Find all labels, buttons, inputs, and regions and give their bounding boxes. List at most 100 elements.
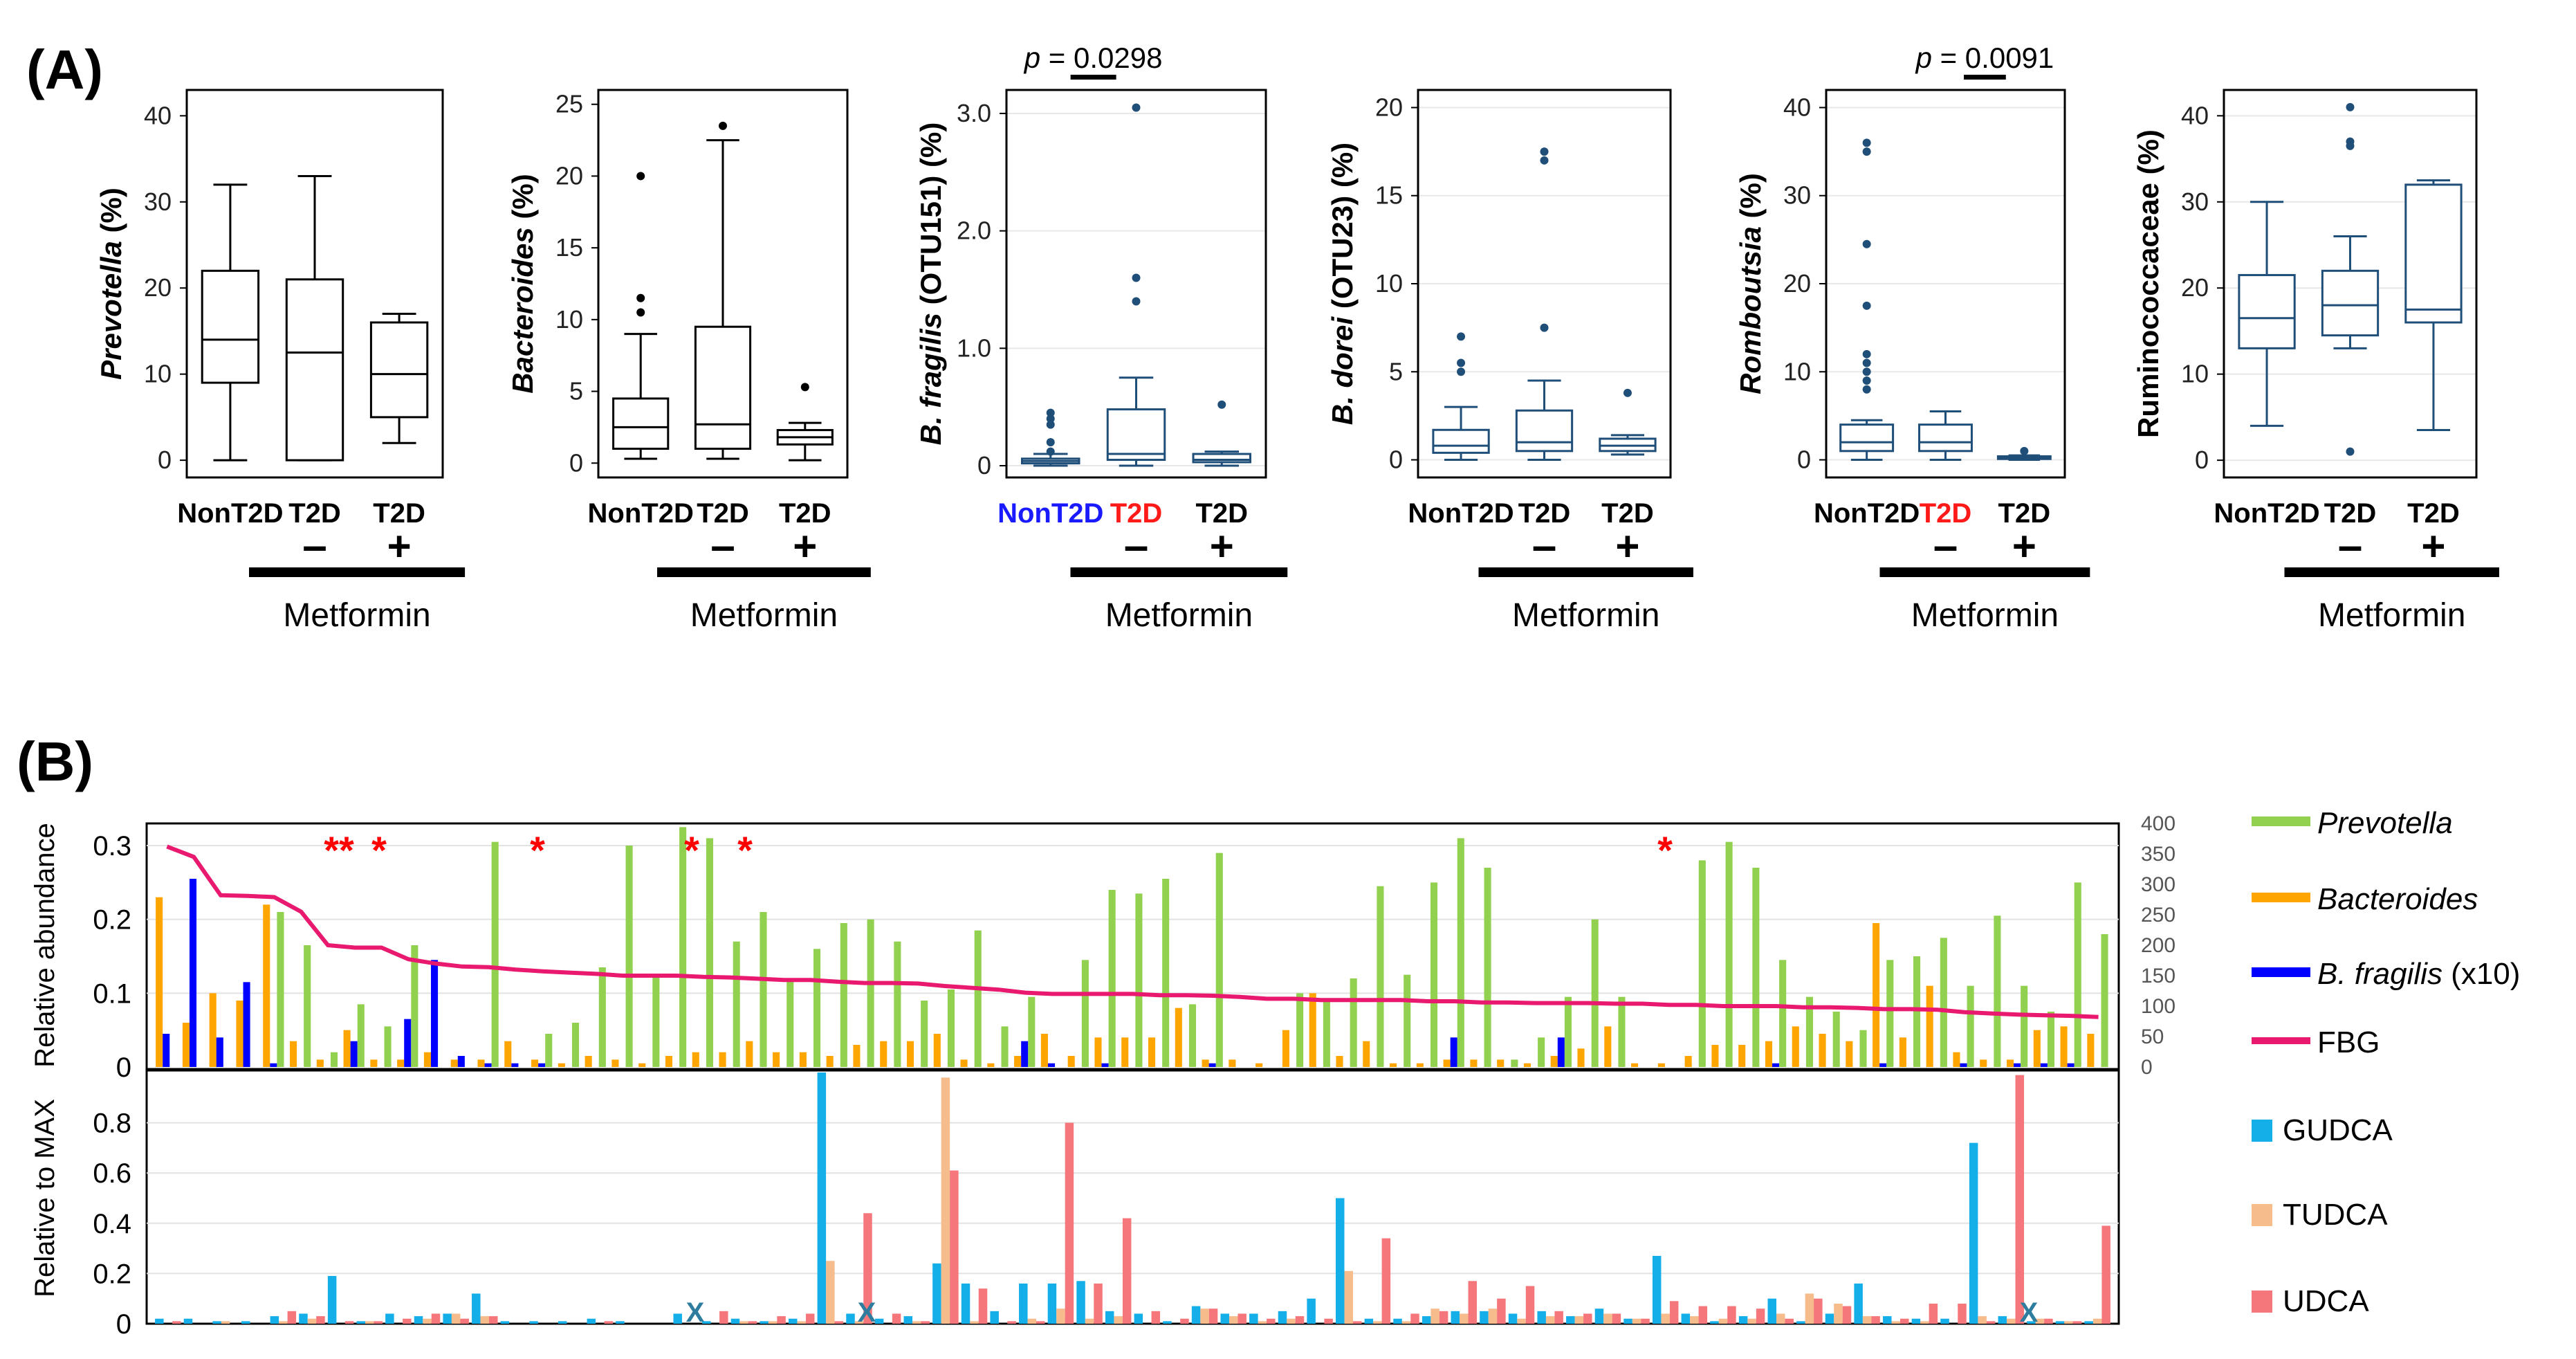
boxplot-bfragilis: 3.0 2.0 1.0 0 B. fragilis (OTU151) (%) NonT2D… <box>914 42 1288 634</box>
panel-b-label: (B) <box>17 731 93 792</box>
bar-b-fragilis-x- <box>457 1056 465 1067</box>
bar-b-fragilis-x- <box>1021 1041 1029 1067</box>
bar-tudca <box>307 1318 317 1324</box>
bar-prevotella <box>1967 985 1974 1067</box>
y-tick-label: 40 <box>144 101 172 129</box>
bar-udca <box>1036 1321 1045 1324</box>
bar-bacteroides <box>853 1045 861 1067</box>
bar-udca <box>1583 1313 1592 1324</box>
bar-prevotella <box>625 846 633 1067</box>
y-tick-label: 20 <box>555 161 583 190</box>
bar-udca <box>805 1313 815 1324</box>
bar-tudca <box>1805 1293 1814 1324</box>
bar-tudca <box>279 1321 288 1324</box>
legend-label-gudca: GUDCA <box>2283 1113 2393 1147</box>
metformin-bar <box>1879 567 2090 577</box>
y-tick-label: 3.0 <box>957 99 991 127</box>
significance-bar <box>1070 75 1116 80</box>
bar-udca <box>431 1313 441 1324</box>
y-tick-label: 2.0 <box>957 217 991 245</box>
bar-udca <box>978 1288 988 1324</box>
asterisk-marker: ** <box>324 828 354 872</box>
y-tick-label: 20 <box>2181 273 2209 302</box>
y-axis-label: Romboutsia (%) <box>1734 173 1767 394</box>
bar-b-fragilis-x- <box>2014 1063 2021 1067</box>
outlier-point <box>1046 438 1055 447</box>
bar-bacteroides <box>1390 1063 1397 1067</box>
bar-prevotella <box>2074 882 2081 1067</box>
metformin-bar <box>1070 567 1288 577</box>
bar-udca <box>316 1316 325 1324</box>
bar-udca <box>2044 1318 2053 1324</box>
plus-sign: + <box>387 523 412 569</box>
bar-prevotella <box>277 912 284 1067</box>
y-tick-label: 10 <box>555 305 583 334</box>
bar-gudca <box>1911 1318 1921 1324</box>
bar-prevotella <box>652 974 660 1067</box>
outlier-point <box>1862 147 1871 156</box>
outlier-point <box>2346 137 2355 146</box>
bar-udca <box>604 1321 614 1324</box>
group-label: T2D <box>1518 498 1571 529</box>
bar-prevotella <box>1832 1012 1840 1067</box>
bar-gudca <box>2027 1321 2036 1324</box>
asterisk-marker: * <box>737 828 753 872</box>
bar-tudca <box>2035 1318 2045 1324</box>
bar-bacteroides <box>504 1041 512 1067</box>
plot-frame <box>2223 89 2478 479</box>
legend-swatch-tudca <box>2252 1204 2272 1226</box>
metformin-label: Metformin <box>1911 597 2059 634</box>
bar-tudca <box>1978 1316 1987 1324</box>
group-label: NonT2D <box>177 498 283 529</box>
y-tick-label: 0 <box>977 451 991 480</box>
bar-prevotella <box>545 1034 553 1067</box>
bar-prevotella <box>1323 1001 1330 1067</box>
bar-udca <box>1267 1318 1276 1324</box>
bar-bacteroides <box>558 1063 565 1067</box>
bar-tudca <box>1603 1313 1612 1324</box>
bar-udca <box>1929 1303 1938 1324</box>
bar-prevotella <box>1511 1059 1518 1067</box>
y-tick-label: 30 <box>1783 181 1811 210</box>
box <box>2404 183 2463 324</box>
y-tick-label: 0.4 <box>93 1209 131 1239</box>
bar-prevotella <box>1484 868 1491 1067</box>
bar-gudca <box>1825 1313 1834 1324</box>
bar-bacteroides <box>1202 1059 1209 1067</box>
metformin-bar <box>1478 567 1693 577</box>
bar-bacteroides <box>1873 923 1880 1067</box>
bar-prevotella <box>411 945 418 1067</box>
bar-bacteroides <box>1577 1048 1585 1067</box>
bar-prevotella <box>2021 985 2028 1067</box>
missing-marker: X <box>2020 1297 2039 1328</box>
bar-bacteroides <box>236 1001 243 1067</box>
bar-gudca <box>1019 1283 1028 1324</box>
bar-gudca <box>587 1318 596 1324</box>
bar-udca <box>1180 1318 1189 1324</box>
right-tick-label: 200 <box>2141 934 2175 957</box>
metformin-label: Metformin <box>2318 597 2465 634</box>
bar-b-fragilis-x- <box>538 1063 546 1067</box>
bar-b-fragilis-x- <box>189 879 197 1067</box>
box <box>1106 408 1166 462</box>
outlier-point <box>636 293 645 302</box>
bar-tudca <box>1718 1318 1728 1324</box>
metformin-label: Metformin <box>690 597 838 634</box>
bar-b-fragilis-x- <box>1879 1063 1887 1067</box>
group-label: T2D <box>1601 498 1654 529</box>
group-label: T2D <box>697 498 749 529</box>
bar-tudca <box>1460 1313 1469 1324</box>
bar-tudca <box>1632 1318 1641 1324</box>
bar-gudca <box>1278 1311 1287 1324</box>
bar-gudca <box>1681 1313 1691 1324</box>
bar-prevotella <box>330 1052 338 1067</box>
bar-bacteroides <box>1899 1037 1906 1067</box>
bar-udca <box>777 1316 786 1324</box>
bar-prevotella <box>1940 938 1947 1067</box>
y-tick-label: 10 <box>1783 357 1811 385</box>
outlier-point <box>1862 358 1871 367</box>
bar-gudca <box>788 1318 798 1324</box>
legend-swatch-bfragilis <box>2252 967 2310 977</box>
asterisk-marker: * <box>684 828 699 872</box>
